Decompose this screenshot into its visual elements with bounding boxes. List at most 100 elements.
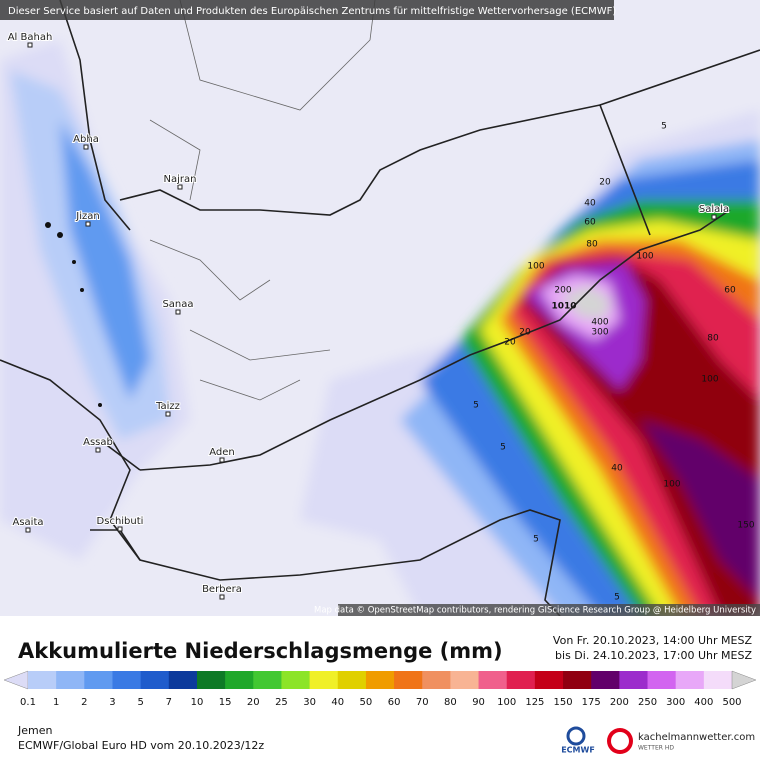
contour-label: 100 xyxy=(636,252,653,262)
colorbar-label: 25 xyxy=(275,697,288,708)
place-label: Jizan xyxy=(75,211,99,222)
colorbar-segment xyxy=(112,671,142,689)
contour-label: 80 xyxy=(707,334,719,344)
place-marker xyxy=(219,594,225,600)
colorbar-label: 250 xyxy=(638,697,657,708)
contour-label: 200 xyxy=(554,286,571,296)
colorbar-segment xyxy=(140,671,170,689)
colorbar-segment xyxy=(196,671,226,689)
colorbar-segment xyxy=(253,671,282,689)
contour-label: 100 xyxy=(701,375,718,385)
contour-label: 5 xyxy=(500,443,506,453)
credit-bar xyxy=(338,604,760,616)
colorbar-segment xyxy=(84,671,113,689)
contour-label: 60 xyxy=(724,286,736,296)
colorbar-label: 60 xyxy=(388,697,401,708)
site: kachelmannwetter.com xyxy=(638,732,755,743)
colorbar-label: 7 xyxy=(166,697,172,708)
map-shape xyxy=(45,222,51,228)
colorbar-label: 150 xyxy=(553,697,572,708)
colorbar-label: 300 xyxy=(666,697,685,708)
islands xyxy=(45,222,102,407)
colorbar-label: 2 xyxy=(81,697,87,708)
colorbar-segment xyxy=(647,671,677,689)
colorbar-label: 500 xyxy=(722,697,741,708)
colorbar-segment xyxy=(28,671,57,689)
colorbar-label: 0.1 xyxy=(20,697,36,708)
colorbar-segment xyxy=(478,671,508,689)
map-shape xyxy=(80,288,84,292)
colorbar-label: 1 xyxy=(53,697,59,708)
contour-label: 100 xyxy=(527,262,544,272)
place-label: Salala xyxy=(699,204,729,215)
contour-label: 80 xyxy=(586,240,598,250)
colorbar-label: 40 xyxy=(331,697,344,708)
colorbar-label: 200 xyxy=(610,697,629,708)
place-label: Berbera xyxy=(202,584,242,595)
place-marker xyxy=(83,144,89,150)
map-shape xyxy=(149,119,331,401)
ecmwf-logo xyxy=(566,726,586,746)
colorbar-label: 5 xyxy=(137,697,143,708)
colorbar-high xyxy=(731,670,757,690)
colorbar-label: 70 xyxy=(416,697,429,708)
place-marker xyxy=(165,411,171,417)
header-bar xyxy=(0,0,614,20)
borders xyxy=(0,0,760,616)
period-to: bis Di. 24.10.2023, 17:00 Uhr MESZ xyxy=(555,649,752,662)
colorbar-segment xyxy=(450,671,480,689)
map-shape xyxy=(179,0,376,111)
map-shape xyxy=(640,420,760,600)
map-shape xyxy=(60,120,150,400)
colorbar-label: 30 xyxy=(303,697,316,708)
contour-label: 20 xyxy=(504,338,516,348)
place-label: Najran xyxy=(164,174,197,185)
precip xyxy=(0,40,760,616)
legend-title: Akkumulierte Niederschlagsmenge (mm) xyxy=(18,639,503,663)
place-label: Al Bahah xyxy=(8,32,53,43)
contour-label: 300 xyxy=(591,328,608,338)
colorbar-segment xyxy=(675,671,705,689)
map-shape xyxy=(57,232,63,238)
map-shape xyxy=(72,260,76,264)
period-from: Von Fr. 20.10.2023, 14:00 Uhr MESZ xyxy=(553,634,753,647)
attribution: Dieser Service basiert auf Daten und Pro… xyxy=(8,6,616,17)
colorbar-segment xyxy=(422,671,451,689)
admin-borders xyxy=(149,0,376,401)
map-shape xyxy=(98,403,102,407)
colorbar-label: 80 xyxy=(444,697,457,708)
place-marker xyxy=(95,447,101,453)
colorbar-label: 90 xyxy=(472,697,485,708)
colorbar-label: 100 xyxy=(497,697,516,708)
contour-label: 400 xyxy=(591,318,608,328)
colorbar-label: 15 xyxy=(219,697,232,708)
contour-label: 60 xyxy=(584,218,596,228)
place-label: Dschibuti xyxy=(97,516,144,527)
colorbar-low xyxy=(3,670,29,690)
place-marker xyxy=(219,457,225,463)
colorbar-label: 20 xyxy=(247,697,260,708)
map-shape xyxy=(0,359,561,616)
colorbar-segment xyxy=(506,671,536,689)
colorbar-segment xyxy=(619,671,649,689)
contour-label: 40 xyxy=(611,464,623,474)
colorbar-segment xyxy=(309,671,339,689)
place-marker xyxy=(117,526,123,532)
place-label: Sanaa xyxy=(162,299,193,310)
colorbar-segment xyxy=(337,671,367,689)
place-label: Aden xyxy=(209,447,235,458)
place-marker xyxy=(711,214,717,220)
place-label: Abha xyxy=(73,134,99,145)
colorbar-segment xyxy=(225,671,254,689)
map-shape xyxy=(59,0,131,231)
colorbar-label: 175 xyxy=(582,697,601,708)
colorbar-label: 3 xyxy=(109,697,115,708)
colorbar-segment xyxy=(703,671,733,689)
map-credit: Map data © OpenStreetMap contributors, r… xyxy=(314,606,756,616)
contour-label: 100 xyxy=(663,480,680,490)
model: ECMWF/Global Euro HD vom 20.10.2023/12z xyxy=(18,739,264,752)
place-marker xyxy=(175,309,181,315)
colorbar-label: 10 xyxy=(191,697,204,708)
